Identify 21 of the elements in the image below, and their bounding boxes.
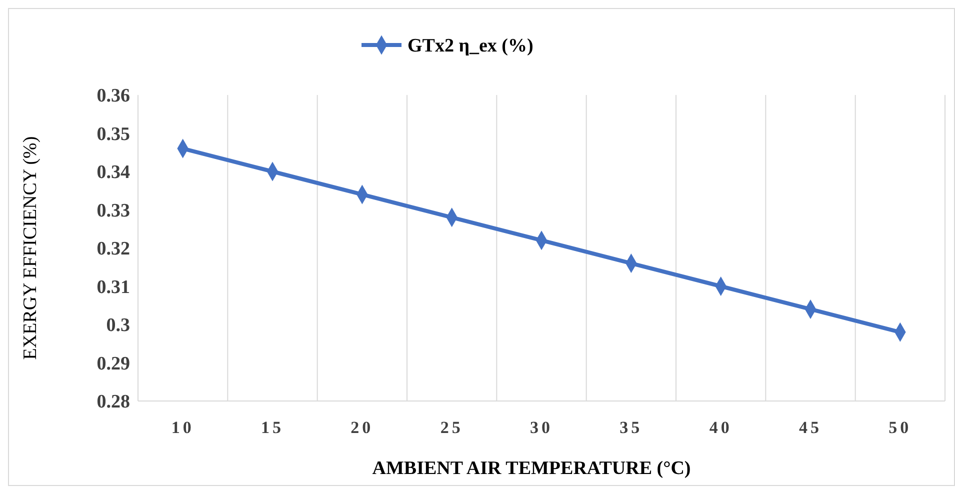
text: 0.3 [106,315,130,336]
x-tick-label: 50 [888,418,912,437]
x-tick-label: 10 [171,418,194,437]
y-tick-label: 0.28 [96,392,130,413]
y-tick-label: 0.34 [96,162,130,184]
y-axis-title: EXERGY EFFICIENCY (%) [20,136,41,360]
y-tick-label: 0.36 [96,86,130,107]
y-tick-label: 0.29 [96,353,130,374]
x-tick-label: 40 [709,418,732,437]
x-tick-label: 30 [530,418,553,437]
x-axis-title: AMBIENT AIR TEMPERATURE (°C) [372,458,691,479]
x-tick-label: 25 [440,418,464,437]
y-tick-label: 0.33 [96,200,130,222]
x-tick-label: 15 [261,418,284,437]
x-tick-label: 45 [799,418,822,437]
y-tick-label: 0.35 [96,124,130,145]
legend-label: GTx2 η_ex (%) [408,36,534,57]
x-tick-label: 35 [620,418,643,437]
y-tick-label: 0.32 [96,238,130,260]
x-tick-label: 20 [350,418,374,437]
y-tick-label: 0.31 [96,276,130,298]
